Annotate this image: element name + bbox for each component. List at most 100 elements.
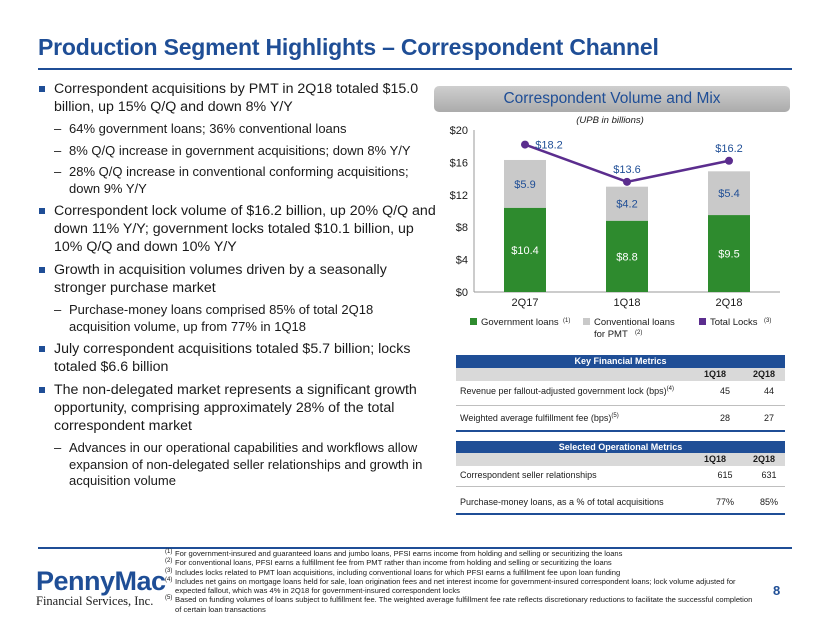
legend-swatch-government — [470, 318, 477, 325]
x-tick-label: 2Q18 — [716, 297, 743, 309]
bar-government — [606, 220, 648, 292]
bar-label-conventional: $5.9 — [514, 179, 535, 191]
footnote: (4) Includes net gains on mortgage loans … — [165, 577, 755, 596]
y-tick-label: $4 — [456, 255, 468, 267]
footnote-text: Includes locks related to PMT loan acqui… — [175, 567, 621, 577]
bullet-item: The non-delegated market represents a si… — [36, 381, 436, 435]
key-metrics-columns: 1Q18 2Q18 — [456, 368, 785, 381]
legend-label-government: Government loans — [481, 317, 559, 328]
row-divider — [456, 405, 785, 406]
bar-conventional — [504, 159, 546, 208]
footnote-mark: (3) — [165, 567, 173, 574]
page-number: 8 — [773, 583, 781, 598]
y-tick-label: $0 — [456, 287, 468, 299]
sub-bullet-item: 64% government loans; 36% conventional l… — [36, 121, 436, 138]
point-total-locks — [623, 177, 631, 186]
metric-value-2q18: 631 — [761, 470, 777, 480]
logo-wordmark: PennyMac — [36, 566, 166, 596]
bullet-item: July correspondent acquisitions totaled … — [36, 340, 436, 376]
point-label-total-locks: $16.2 — [715, 143, 743, 155]
page-title: Production Segment Highlights – Correspo… — [38, 34, 659, 60]
bar-conventional — [708, 171, 750, 216]
title-divider — [38, 68, 792, 70]
metric-value-1q18: 615 — [717, 470, 733, 480]
point-total-locks — [521, 140, 529, 149]
metric-label: Purchase-money loans, as a % of total ac… — [460, 497, 664, 507]
legend-label-conventional-1: Conventional loans — [594, 317, 675, 328]
footnote-ref: (4) — [666, 386, 674, 392]
metric-label: Correspondent seller relationships — [460, 470, 597, 480]
footnote: (5) Based on funding volumes of loans sub… — [165, 595, 755, 614]
footnote-mark: (1) — [165, 549, 173, 555]
legend-note-conventional: (2) — [635, 330, 642, 336]
bar-label-government: $9.5 — [718, 249, 739, 261]
y-tick-label: $12 — [450, 190, 468, 202]
bar-conventional — [606, 186, 648, 221]
op-metrics-header: Selected Operational Metrics — [456, 441, 785, 454]
bar-government — [708, 215, 750, 292]
op-metrics-col1: 1Q18 — [704, 454, 727, 464]
footnote-mark: (4) — [165, 576, 173, 583]
bullet-item: Correspondent acquisitions by PMT in 2Q1… — [36, 80, 436, 116]
sub-bullet-item: 28% Q/Q increase in conventional conform… — [36, 164, 436, 197]
key-metrics-col1: 1Q18 — [704, 369, 727, 379]
metric-label: Weighted average fulfillment fee (bps) — [460, 413, 612, 423]
chart-header: Correspondent Volume and Mix — [434, 86, 790, 112]
legend-label-total-locks: Total Locks — [710, 317, 758, 328]
row-divider — [456, 486, 785, 487]
bar-label-conventional: $4.2 — [616, 199, 637, 211]
metric-value-2q18: 44 — [763, 386, 774, 396]
bar-label-government: $8.8 — [616, 251, 637, 263]
logo-subtitle: Financial Services, Inc. — [36, 594, 154, 608]
footnote-ref: (5) — [611, 413, 619, 419]
bar-label-conventional: $5.4 — [718, 188, 739, 200]
y-tick-label: $20 — [450, 125, 468, 137]
legend-note-total-locks: (3) — [764, 318, 771, 324]
footnote-mark: (5) — [165, 595, 173, 602]
point-label-total-locks: $18.2 — [535, 140, 563, 152]
bar-label-government: $10.4 — [511, 245, 539, 257]
point-total-locks — [725, 156, 733, 165]
key-metrics-header: Key Financial Metrics — [456, 355, 785, 368]
bullet-item: Correspondent lock volume of $16.2 billi… — [36, 202, 436, 256]
legend-label-conventional-2: for PMT — [594, 329, 628, 340]
x-tick-label: 2Q17 — [512, 297, 539, 309]
footnote-mark: (2) — [165, 558, 173, 565]
footnote: (2) For conventional loans, PFSI earns a … — [165, 558, 755, 567]
point-label-total-locks: $13.6 — [613, 164, 641, 176]
table-bottom-rule — [456, 513, 785, 515]
sub-bullet-item: Purchase-money loans comprised 85% of to… — [36, 302, 436, 335]
footnote: (3) Includes locks related to PMT loan ac… — [165, 568, 755, 577]
footnote-text: Based on funding volumes of loans subjec… — [175, 595, 753, 614]
sub-bullet-item: 8% Q/Q increase in government acquisitio… — [36, 143, 436, 160]
footnotes: (1) For government-insured and guaranteed… — [165, 549, 755, 614]
legend-swatch-conventional — [583, 318, 590, 325]
metric-value-1q18: 28 — [719, 413, 730, 423]
x-tick-label: 1Q18 — [614, 297, 641, 309]
footnote-text: Includes net gains on mortgage loans hel… — [175, 576, 736, 596]
op-metrics-columns: 1Q18 2Q18 — [456, 453, 785, 466]
table-bottom-rule — [456, 430, 785, 432]
footnote-text: For conventional loans, PFSI earns a ful… — [175, 558, 612, 568]
bullet-item: Growth in acquisition volumes driven by … — [36, 261, 436, 297]
chart-subtitle: (UPB in billions) — [576, 115, 644, 126]
key-metrics-col2: 2Q18 — [753, 369, 776, 379]
bar-government — [504, 207, 546, 292]
metric-value-1q18: 45 — [719, 386, 730, 396]
legend-swatch-total-locks — [699, 318, 706, 325]
footnote: (1) For government-insured and guaranteed… — [165, 549, 755, 558]
company-logo: PennyMac Financial Services, Inc. — [36, 566, 166, 609]
metric-value-2q18: 27 — [763, 413, 774, 423]
y-tick-label: $8 — [456, 222, 468, 234]
y-tick-label: $16 — [450, 157, 468, 169]
legend-note-government: (1) — [563, 318, 570, 324]
op-metrics-col2: 2Q18 — [753, 454, 776, 464]
metric-value-1q18: 77% — [715, 497, 734, 507]
metric-label: Revenue per fallout-adjusted government … — [460, 386, 667, 396]
metric-value-2q18: 85% — [759, 497, 778, 507]
sub-bullet-item: Advances in our operational capabilities… — [36, 440, 436, 490]
bullet-list: Correspondent acquisitions by PMT in 2Q1… — [36, 80, 436, 495]
footer-divider — [38, 547, 792, 549]
volume-chart: (UPB in billions) $0 $4 $8 $12 $16 $20 $10.4 $5.… — [450, 115, 780, 340]
footnote-text: For government-insured and guaranteed lo… — [175, 549, 623, 558]
